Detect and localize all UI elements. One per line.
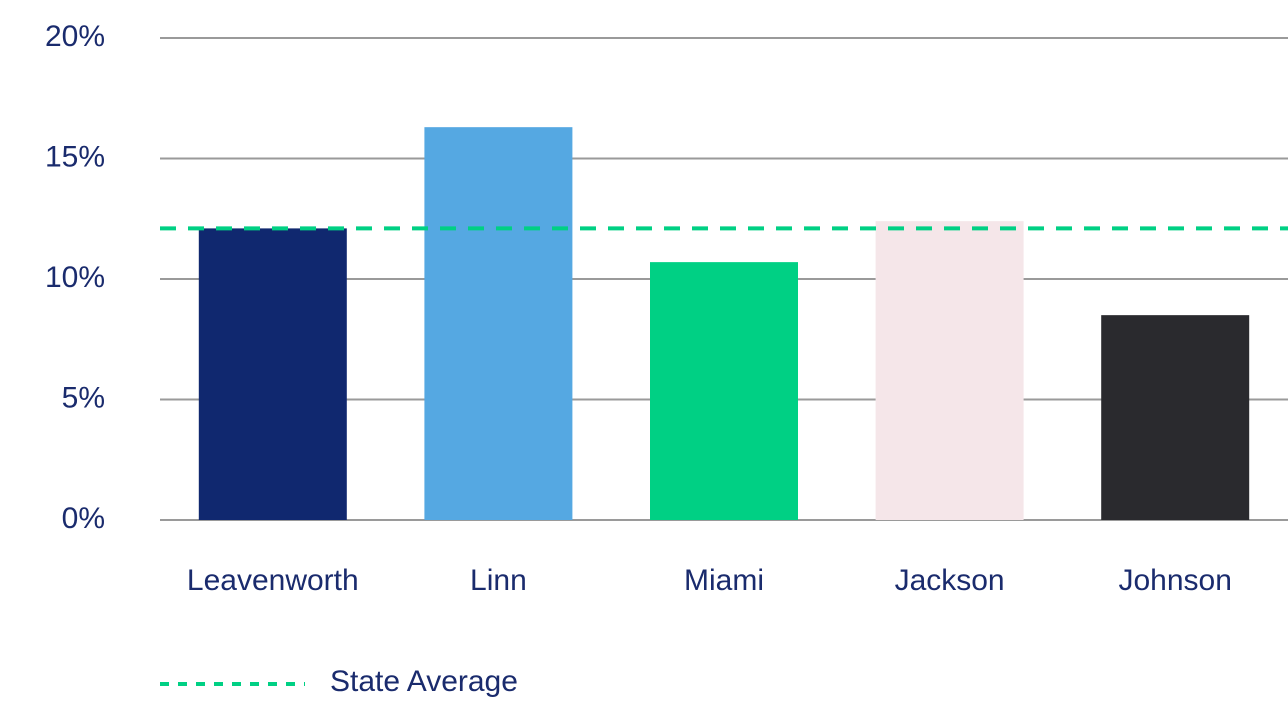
y-tick-label: 10% bbox=[45, 261, 105, 294]
y-tick-label: 15% bbox=[45, 140, 105, 173]
y-tick-label: 20% bbox=[45, 20, 105, 53]
bar bbox=[424, 127, 573, 521]
y-tick-label: 5% bbox=[62, 381, 105, 414]
bar bbox=[650, 262, 798, 520]
y-tick-label: 0% bbox=[62, 502, 105, 535]
x-tick-label: Leavenworth bbox=[187, 564, 359, 597]
bar bbox=[875, 221, 1024, 520]
x-tick-label: Johnson bbox=[1118, 564, 1231, 597]
x-tick-label: Miami bbox=[684, 564, 764, 597]
x-tick-label: Jackson bbox=[895, 564, 1005, 597]
bar bbox=[1101, 315, 1250, 520]
x-tick-label: Linn bbox=[470, 564, 527, 597]
bar bbox=[198, 228, 347, 520]
legend-label: State Average bbox=[330, 665, 518, 698]
